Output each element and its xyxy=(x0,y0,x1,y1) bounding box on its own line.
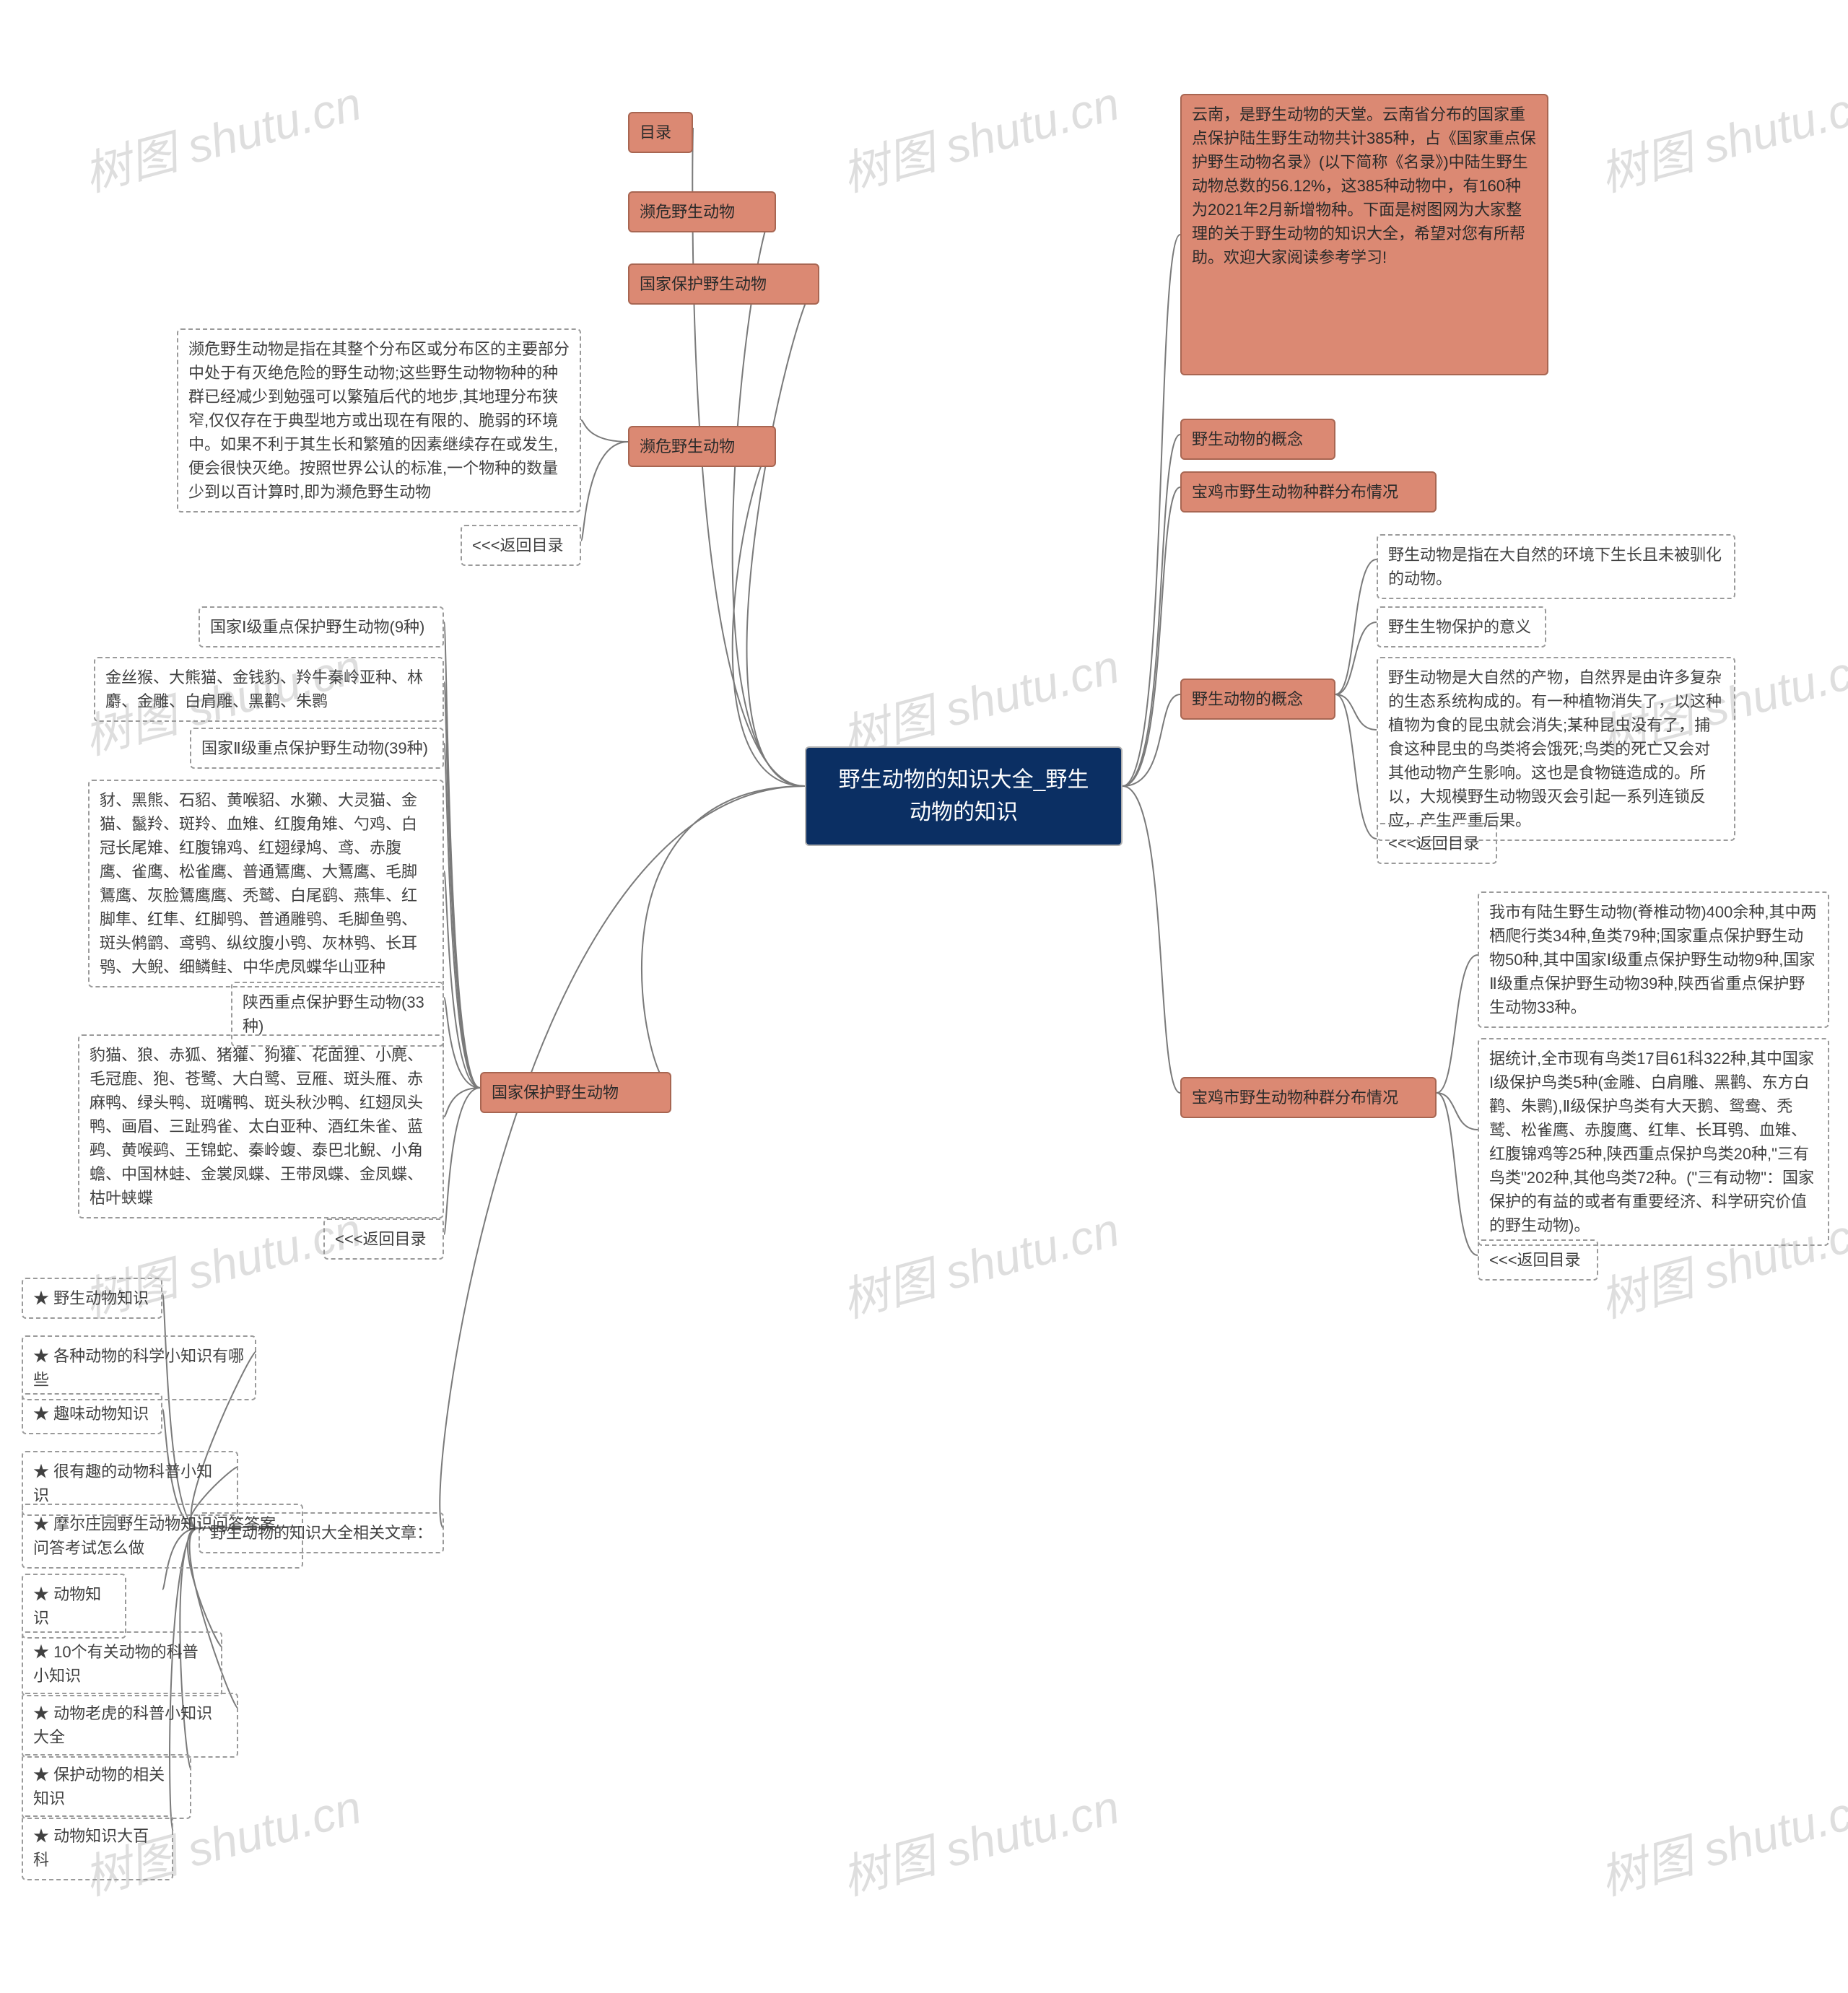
mindmap-node-root[interactable]: 野生动物的知识大全_野生 动物的知识 xyxy=(805,746,1123,846)
mindmap-node-l6j[interactable]: ★ 动物知识大百科 xyxy=(22,1815,173,1880)
connector xyxy=(444,743,480,1088)
connector xyxy=(1335,694,1377,730)
connector xyxy=(1437,1093,1478,1255)
connector xyxy=(747,279,819,786)
mindmap-node-r4c[interactable]: 野生动物是大自然的产物，自然界是由许多复杂的生态系统构成的。有一种植物消失了，以… xyxy=(1377,657,1735,841)
mindmap-node-r4[interactable]: 野生动物的概念 xyxy=(1180,679,1335,720)
mindmap-node-l1[interactable]: 目录 xyxy=(628,112,693,153)
mindmap-node-r5b[interactable]: 据统计,全市现有鸟类17目61科322种,其中国家I级保护鸟类5种(金雕、白肩雕… xyxy=(1478,1038,1829,1246)
connector xyxy=(642,786,805,1088)
mindmap-node-r4a[interactable]: 野生动物是指在大自然的环境下生长且未被驯化的动物。 xyxy=(1377,534,1735,599)
mindmap-node-r5a[interactable]: 我市有陆生野生动物(脊椎动物)400余种,其中两栖爬行类34种,鱼类79种;国家… xyxy=(1478,891,1829,1028)
watermark: 树图 shutu.cn xyxy=(834,1192,1126,1331)
mindmap-node-l5g[interactable]: <<<返回目录 xyxy=(323,1218,444,1260)
mindmap-node-l6i[interactable]: ★ 保护动物的相关知识 xyxy=(22,1754,191,1819)
connector xyxy=(1123,487,1180,786)
watermark: 树图 shutu.cn xyxy=(834,66,1126,205)
mindmap-node-r4b[interactable]: 野生生物保护的意义 xyxy=(1377,606,1546,647)
mindmap-node-l6a[interactable]: ★ 野生动物知识 xyxy=(22,1278,162,1319)
mindmap-node-l5c[interactable]: 国家Ⅱ级重点保护野生动物(39种) xyxy=(190,728,444,769)
connector xyxy=(444,1088,480,1117)
watermark: 树图 shutu.cn xyxy=(1592,66,1848,205)
mindmap-node-l5d[interactable]: 豺、黑熊、石貂、黄喉貂、水獭、大灵猫、金猫、鬣羚、斑羚、血雉、红腹角雉、勺鸡、白… xyxy=(88,780,444,987)
mindmap-node-r1[interactable]: 云南，是野生动物的天堂。云南省分布的国家重点保护陆生野生动物共计385种，占《国… xyxy=(1180,94,1548,375)
connector xyxy=(444,622,480,1088)
mindmap-node-l6f[interactable]: ★ 动物知识 xyxy=(22,1574,126,1639)
connector xyxy=(444,682,480,1088)
mindmap-node-l5a[interactable]: 国家Ⅰ级重点保护野生动物(9种) xyxy=(199,606,444,647)
connector xyxy=(1123,235,1180,786)
mindmap-node-l6h[interactable]: ★ 动物老虎的科普小知识大全 xyxy=(22,1693,238,1758)
connector xyxy=(440,786,805,1528)
connector xyxy=(444,871,480,1088)
connector xyxy=(1123,435,1180,786)
connector xyxy=(444,998,480,1088)
mindmap-node-l4[interactable]: 濒危野生动物 xyxy=(628,426,776,467)
connector xyxy=(1335,694,1377,839)
mindmap-node-l6g[interactable]: ★ 10个有关动物的科普小知识 xyxy=(22,1631,222,1696)
connector xyxy=(444,1088,480,1234)
connector xyxy=(581,420,628,442)
mindmap-node-r3[interactable]: 宝鸡市野生动物种群分布情况 xyxy=(1180,471,1437,513)
watermark: 树图 shutu.cn xyxy=(834,1769,1126,1909)
mindmap-node-r5[interactable]: 宝鸡市野生动物种群分布情况 xyxy=(1180,1077,1437,1118)
connector xyxy=(1123,694,1180,786)
watermark: 树图 shutu.cn xyxy=(76,66,368,205)
mindmap-node-l5f[interactable]: 豹猫、狼、赤狐、猪獾、狗獾、花面狸、小麂、毛冠鹿、狍、苍鹭、大白鹭、豆雁、斑头雁… xyxy=(78,1034,444,1218)
mindmap-node-l4b[interactable]: <<<返回目录 xyxy=(461,525,581,566)
mindmap-node-l2[interactable]: 濒危野生动物 xyxy=(628,191,776,232)
connector xyxy=(733,442,805,786)
mindmap-node-l4a[interactable]: 濒危野生动物是指在其整个分布区或分布区的主要部分中处于有灭绝危险的野生动物;这些… xyxy=(177,328,581,513)
mindmap-node-l6b[interactable]: ★ 各种动物的科学小知识有哪些 xyxy=(22,1335,256,1400)
connector xyxy=(1437,955,1478,1093)
mindmap-node-l5[interactable]: 国家保护野生动物 xyxy=(480,1072,671,1113)
connector xyxy=(1437,1093,1478,1130)
connector xyxy=(581,442,628,541)
mindmap-node-l5b[interactable]: 金丝猴、大熊猫、金钱豹、羚牛秦岭亚种、林麝、金雕、白肩雕、黑鹳、朱鹮 xyxy=(94,657,444,722)
connector xyxy=(1335,559,1377,694)
connector xyxy=(1335,622,1377,694)
watermark: 树图 shutu.cn xyxy=(1592,1769,1848,1909)
mindmap-node-l6e[interactable]: ★ 摩尔庄园野生动物知识问答答案 问答考试怎么做 xyxy=(22,1504,303,1569)
mindmap-node-l6c[interactable]: ★ 趣味动物知识 xyxy=(22,1393,162,1434)
connector xyxy=(1123,786,1180,1093)
mindmap-node-r2[interactable]: 野生动物的概念 xyxy=(1180,419,1335,460)
mindmap-node-r5c[interactable]: <<<返回目录 xyxy=(1478,1239,1598,1281)
mindmap-node-l3[interactable]: 国家保护野生动物 xyxy=(628,263,819,305)
mindmap-node-r4d[interactable]: <<<返回目录 xyxy=(1377,823,1497,864)
